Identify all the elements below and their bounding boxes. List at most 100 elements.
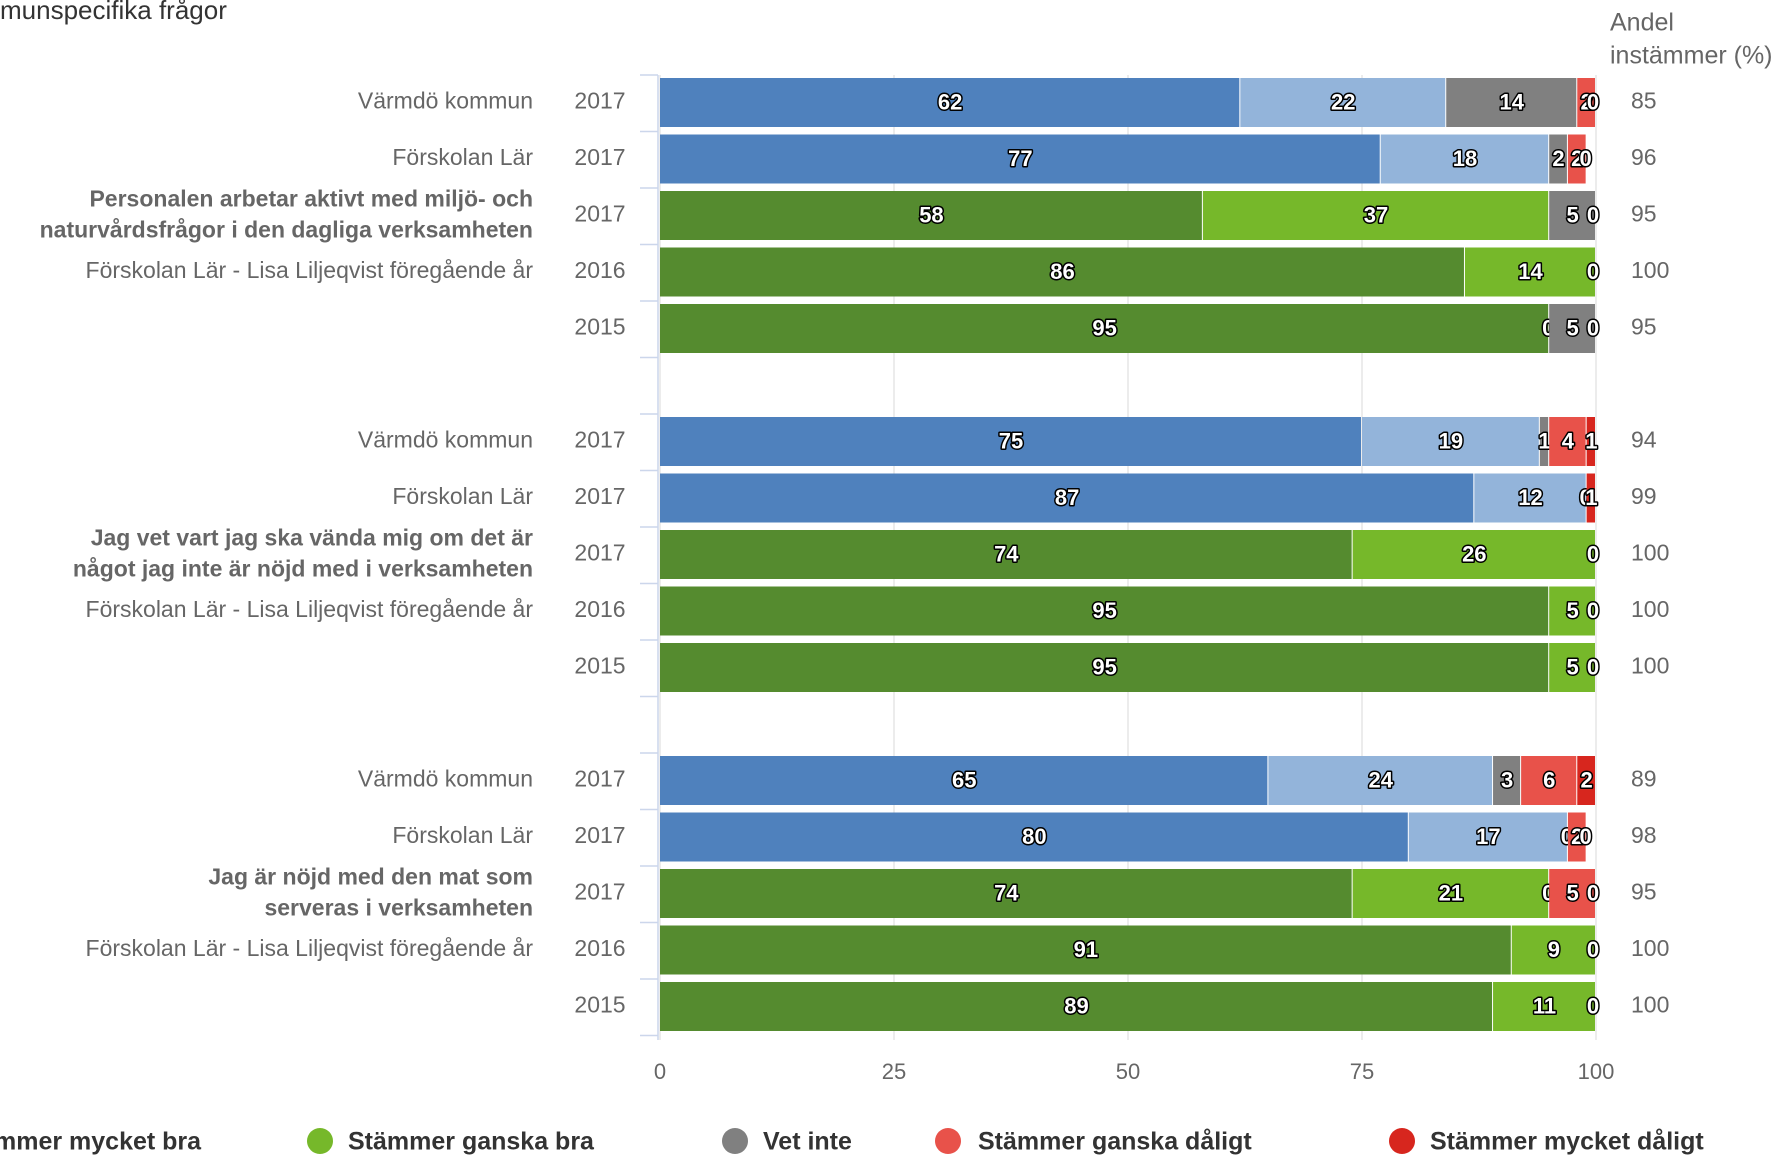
year-label: 2016: [574, 257, 625, 283]
bar-segment: [660, 417, 1361, 466]
segment-value-label: 62: [938, 89, 962, 114]
total-percent-label: 100: [1631, 257, 1669, 283]
bar-segment: [660, 78, 1240, 127]
total-percent-label: 100: [1631, 992, 1669, 1018]
bar-segment: [660, 191, 1202, 240]
segment-value-label: 0: [1580, 824, 1592, 849]
legend-marker: [307, 1128, 333, 1154]
row-label: Förskolan Lär: [392, 144, 533, 170]
total-percent-label: 100: [1631, 653, 1669, 679]
year-label: 2016: [574, 596, 625, 622]
segment-value-label: 95: [1092, 654, 1116, 679]
segment-value-label: 0: [1587, 89, 1599, 114]
segment-value-label: 21: [1439, 880, 1463, 905]
segment-value-label: 0: [1587, 880, 1599, 905]
bar-segment: [1446, 78, 1577, 127]
segment-value-label: 17: [1476, 824, 1500, 849]
segment-value-label: 0: [1587, 202, 1599, 227]
x-tick-label: 0: [654, 1059, 666, 1084]
total-percent-label: 95: [1631, 879, 1657, 905]
bar-segment: [1362, 417, 1539, 466]
row-label: Värmdö kommun: [358, 766, 533, 792]
segment-value-label: 91: [1074, 937, 1098, 962]
bar-segment: [1549, 586, 1595, 636]
legend-item-label: Stämmer ganska dåligt: [978, 1128, 1252, 1156]
bar-segment: [1352, 869, 1549, 918]
segment-value-label: 2: [1581, 89, 1593, 114]
segment-value-label: 2: [1552, 146, 1564, 171]
bar-segment: [1577, 756, 1595, 805]
bar-segment: [1567, 134, 1586, 184]
bar-segment: [1474, 473, 1586, 523]
year-label: 2017: [574, 88, 625, 114]
segment-value-label: 14: [1500, 89, 1525, 114]
bar-segment: [660, 530, 1352, 579]
segment-value-label: 89: [1064, 993, 1088, 1018]
legend-marker: [722, 1128, 748, 1154]
bar-segment: [1240, 78, 1446, 127]
segment-value-label: 1: [1585, 428, 1597, 453]
chart-title: munspecifika frågor: [0, 0, 227, 25]
segment-value-label: 58: [919, 202, 943, 227]
segment-value-label: 3: [1501, 767, 1513, 792]
bar-segment: [1549, 417, 1586, 466]
total-percent-label: 100: [1631, 596, 1669, 622]
year-label: 2015: [574, 653, 625, 679]
x-tick-label: 25: [882, 1059, 906, 1084]
year-label: 2017: [574, 427, 625, 453]
segment-value-label: 0: [1587, 993, 1599, 1018]
total-percent-label: 94: [1631, 427, 1657, 453]
bar-segment: [1586, 417, 1595, 466]
x-tick-label: 75: [1350, 1059, 1374, 1084]
bar-segment: [660, 304, 1549, 353]
segment-value-label: 75: [999, 428, 1023, 453]
legend-item-label: Vet inte: [763, 1128, 852, 1156]
segment-value-label: 4: [1562, 428, 1575, 453]
bar-segment: [1549, 304, 1595, 353]
bar-segment: [1586, 473, 1595, 523]
segment-value-label: 5: [1566, 598, 1578, 623]
segment-value-label: 74: [994, 880, 1019, 905]
year-label: 2017: [574, 766, 625, 792]
segment-value-label: 6: [1543, 767, 1555, 792]
segment-value-label: 77: [1008, 146, 1032, 171]
question-label-line-2: något jag inte är nöjd med i verksamhete…: [73, 556, 533, 582]
year-label: 2017: [574, 201, 625, 227]
segment-value-label: 5: [1566, 880, 1578, 905]
legend-item-label: Stämmer ganska bra: [348, 1128, 595, 1156]
segment-value-label: 0: [1580, 146, 1592, 171]
bar-segment: [1493, 982, 1595, 1031]
total-percent-label: 95: [1631, 314, 1657, 340]
bar-segment: [1539, 417, 1549, 466]
row-label: Värmdö kommun: [358, 427, 533, 453]
segment-value-label: 14: [1518, 259, 1543, 284]
segment-value-label: 5: [1566, 202, 1578, 227]
segment-value-label: 5: [1566, 315, 1578, 340]
segment-value-label: 37: [1364, 202, 1388, 227]
total-percent-label: 100: [1631, 540, 1669, 566]
bar-segment: [1202, 191, 1549, 240]
segment-value-label: 0: [1587, 937, 1599, 962]
segment-value-label: 0: [1587, 654, 1599, 679]
segment-value-label: 95: [1092, 315, 1116, 340]
segment-value-label: 19: [1439, 428, 1463, 453]
question-label-line-2: serveras i verksamheten: [264, 895, 533, 921]
bar-segment: [660, 812, 1408, 862]
bar-segment: [660, 869, 1352, 918]
year-label: 2015: [574, 314, 625, 340]
year-label: 2016: [574, 935, 625, 961]
segment-value-label: 5: [1566, 654, 1578, 679]
bar-segment: [1352, 530, 1595, 579]
bar-segment: [1511, 925, 1595, 975]
segment-value-label: 0: [1587, 598, 1599, 623]
segment-value-label: 65: [952, 767, 976, 792]
row-label: Värmdö kommun: [358, 88, 533, 114]
segment-value-label: 11: [1533, 993, 1556, 1018]
bar-segment: [660, 643, 1549, 692]
x-tick-label: 100: [1578, 1059, 1615, 1084]
bar-segment: [1549, 191, 1595, 240]
total-percent-label: 89: [1631, 766, 1657, 792]
year-label: 2017: [574, 822, 625, 848]
bar-segment: [660, 473, 1474, 523]
